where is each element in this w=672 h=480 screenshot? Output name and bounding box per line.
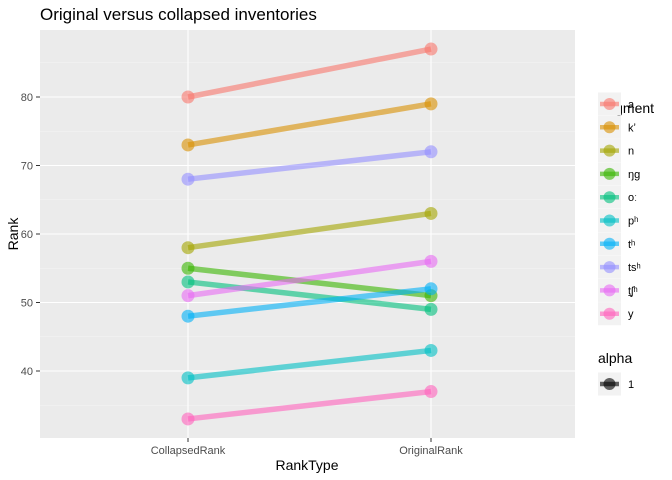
data-point [424,385,438,399]
series-line [187,347,432,381]
legend-label: kʼ [628,122,636,134]
series-pʰ [181,343,438,385]
legend-key-point [603,261,616,274]
data-point [181,309,195,323]
axes: 40 50 60 70 80 CollapsedRank OriginalRank [21,92,464,457]
legend-item-t̠ʃʰ: t̠ʃʰ [598,278,638,302]
series-tʰ [181,282,438,323]
data-point [181,172,195,186]
legend-item-n: n [598,139,634,163]
legend-label: tʰ [628,239,635,251]
data-point [424,206,438,220]
data-point [424,254,438,268]
series-layer [181,42,438,426]
legend-label: 1 [628,379,634,391]
series-a [181,42,438,104]
series-line [187,149,432,182]
series-t̠ʃʰ [181,254,438,303]
legend-item-a: a [598,92,635,116]
legend-item-ŋg: ŋg [598,162,640,186]
chart-title: Original versus collapsed inventories [40,5,317,24]
legend-label: tsʰ [628,262,641,274]
x-tick-label: OriginalRank [399,445,463,457]
data-point [181,241,195,255]
data-point [424,302,438,316]
series-line [187,279,432,313]
y-tick-label: 80 [21,92,33,104]
legend-item-pʰ: pʰ [598,209,638,232]
series-kʼ [181,97,438,152]
legend-label: n [628,146,634,158]
series-tsʰ [181,145,438,186]
data-point [181,371,195,385]
series-line [187,210,432,251]
data-point [424,97,438,111]
data-point [181,261,195,275]
series-line [187,258,432,299]
data-point [424,145,438,159]
legend-label: y [628,309,634,321]
legend-key-point [603,378,616,390]
legend-key-point [603,237,616,250]
legend-label: pʰ [628,216,638,228]
series-line [187,388,432,422]
y-tick-label: 60 [21,229,33,241]
legend-key-point [603,284,616,297]
legend-label: ŋg [628,169,640,181]
legend-title-alpha: alpha [598,350,632,366]
data-point [424,282,438,296]
data-point [181,275,195,289]
series-oː [181,275,438,316]
legend-item-tʰ: tʰ [598,232,635,256]
x-tick-label: CollapsedRank [151,445,226,457]
data-point [181,90,195,104]
legend-key-point [603,191,616,204]
y-tick-label: 40 [21,366,33,378]
y-axis-title: Rank [5,217,21,251]
x-axis-title: RankType [275,457,338,473]
legend-key-point [603,214,616,227]
data-point [424,343,438,357]
series-line [187,286,432,319]
legend-item-y: y [598,302,634,326]
legend-key-point [603,121,616,134]
data-point [424,42,438,56]
legend-label: oː [628,192,637,204]
y-tick-label: 70 [21,161,33,173]
series-line [187,46,432,100]
series-y [181,385,438,426]
series-n [181,206,438,255]
series-line [187,101,432,148]
legend-item-kʼ: kʼ [598,115,636,139]
data-point [181,412,195,426]
legend-key-point [603,167,616,180]
legend-label: t̠ʃʰ [628,285,638,297]
legend-item-alpha: 1 [598,372,634,396]
legend-key-point [603,144,616,157]
legend-item-oː: oː [598,185,637,209]
data-point [181,138,195,152]
legend-key-point [603,307,616,320]
y-tick-label: 50 [21,298,33,310]
legend-item-tsʰ: tsʰ [598,255,641,279]
data-point [181,289,195,303]
legend-key-point [603,98,616,110]
legend-label: a [628,99,635,111]
